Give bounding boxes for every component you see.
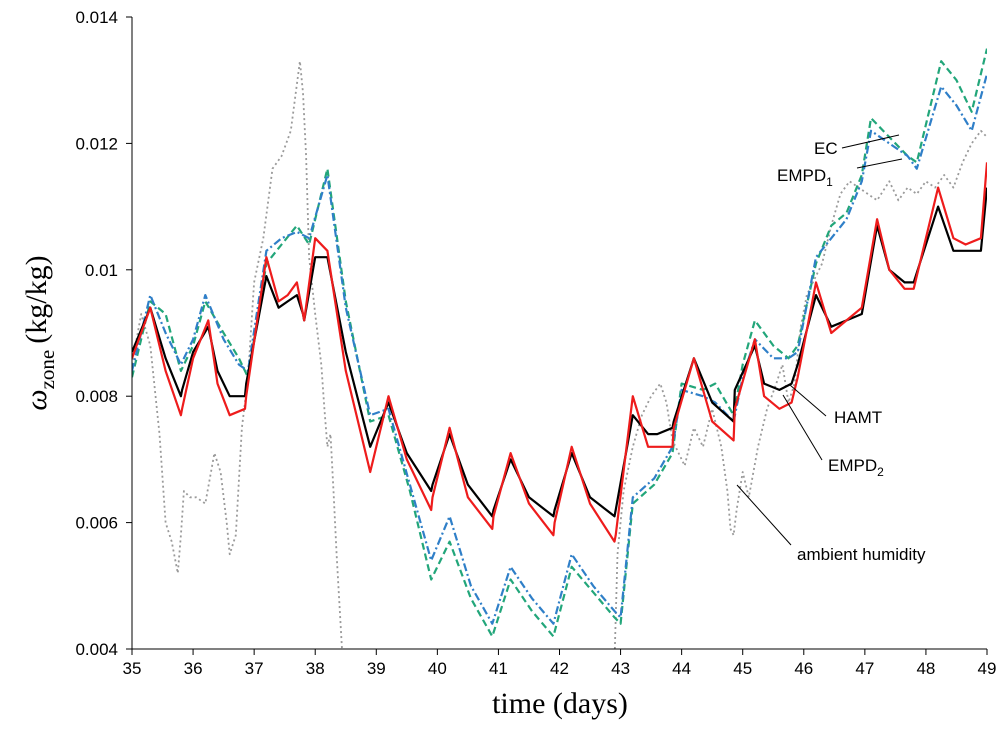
series-layer [132, 48, 987, 649]
y-axis-units: (kg/kg) [20, 255, 53, 343]
annotation-leader-EC [841, 134, 900, 149]
x-tick-label: 35 [123, 659, 142, 678]
x-tick-label: 38 [306, 659, 325, 678]
y-tick-label: 0.004 [75, 640, 118, 659]
annotation-label-EC: EC [814, 139, 838, 158]
annotations-layer: EC EMPD1 HAMT EMPD2 ambient humidity [736, 134, 926, 564]
annotation-label-ambient: ambient humidity [797, 545, 926, 564]
x-tick-label: 37 [245, 659, 264, 678]
x-tick-label: 36 [184, 659, 203, 678]
y-axis-symbol: ω [20, 389, 53, 410]
annotation-label-HAMT: HAMT [834, 408, 882, 427]
x-tick-label: 42 [550, 659, 569, 678]
y-tick-label: 0.01 [85, 261, 118, 280]
annotation-label-EMPD1: EMPD1 [777, 166, 833, 189]
x-tick-label: 43 [611, 659, 630, 678]
y-tick-label: 0.012 [75, 134, 118, 153]
annotation-label-EMPD2: EMPD2 [828, 456, 884, 479]
x-tick-label: 41 [489, 659, 508, 678]
ticks-layer: 35 36 37 38 39 40 41 42 43 44 45 46 47 48 49 0.004 0.006… [75, 8, 996, 678]
series-line-EMPD2 [132, 162, 987, 543]
y-axis-title: ωzone (kg/kg) [20, 255, 59, 410]
y-tick-label: 0.006 [75, 514, 118, 533]
y-tick-label: 0.014 [75, 8, 118, 27]
x-tick-label: 39 [367, 659, 386, 678]
x-tick-label: 40 [428, 659, 447, 678]
series-line-EMPD1 [132, 73, 987, 625]
x-tick-label: 47 [855, 659, 874, 678]
x-tick-label: 44 [672, 659, 691, 678]
series-line-ambient [132, 60, 987, 649]
y-tick-label: 0.008 [75, 387, 118, 406]
x-tick-label: 48 [916, 659, 935, 678]
series-line-EC [132, 48, 987, 638]
annotation-leader-EMPD1 [856, 158, 903, 169]
annotation-leader-ambient [736, 484, 792, 546]
annotation-leader-EMPD2 [782, 394, 823, 461]
y-axis-subscript: zone [35, 350, 59, 390]
x-tick-label: 45 [733, 659, 752, 678]
x-axis-title: time (days) [492, 687, 628, 720]
x-tick-label: 49 [978, 659, 997, 678]
annotation-leader-HAMT [789, 384, 827, 417]
x-tick-label: 46 [794, 659, 813, 678]
